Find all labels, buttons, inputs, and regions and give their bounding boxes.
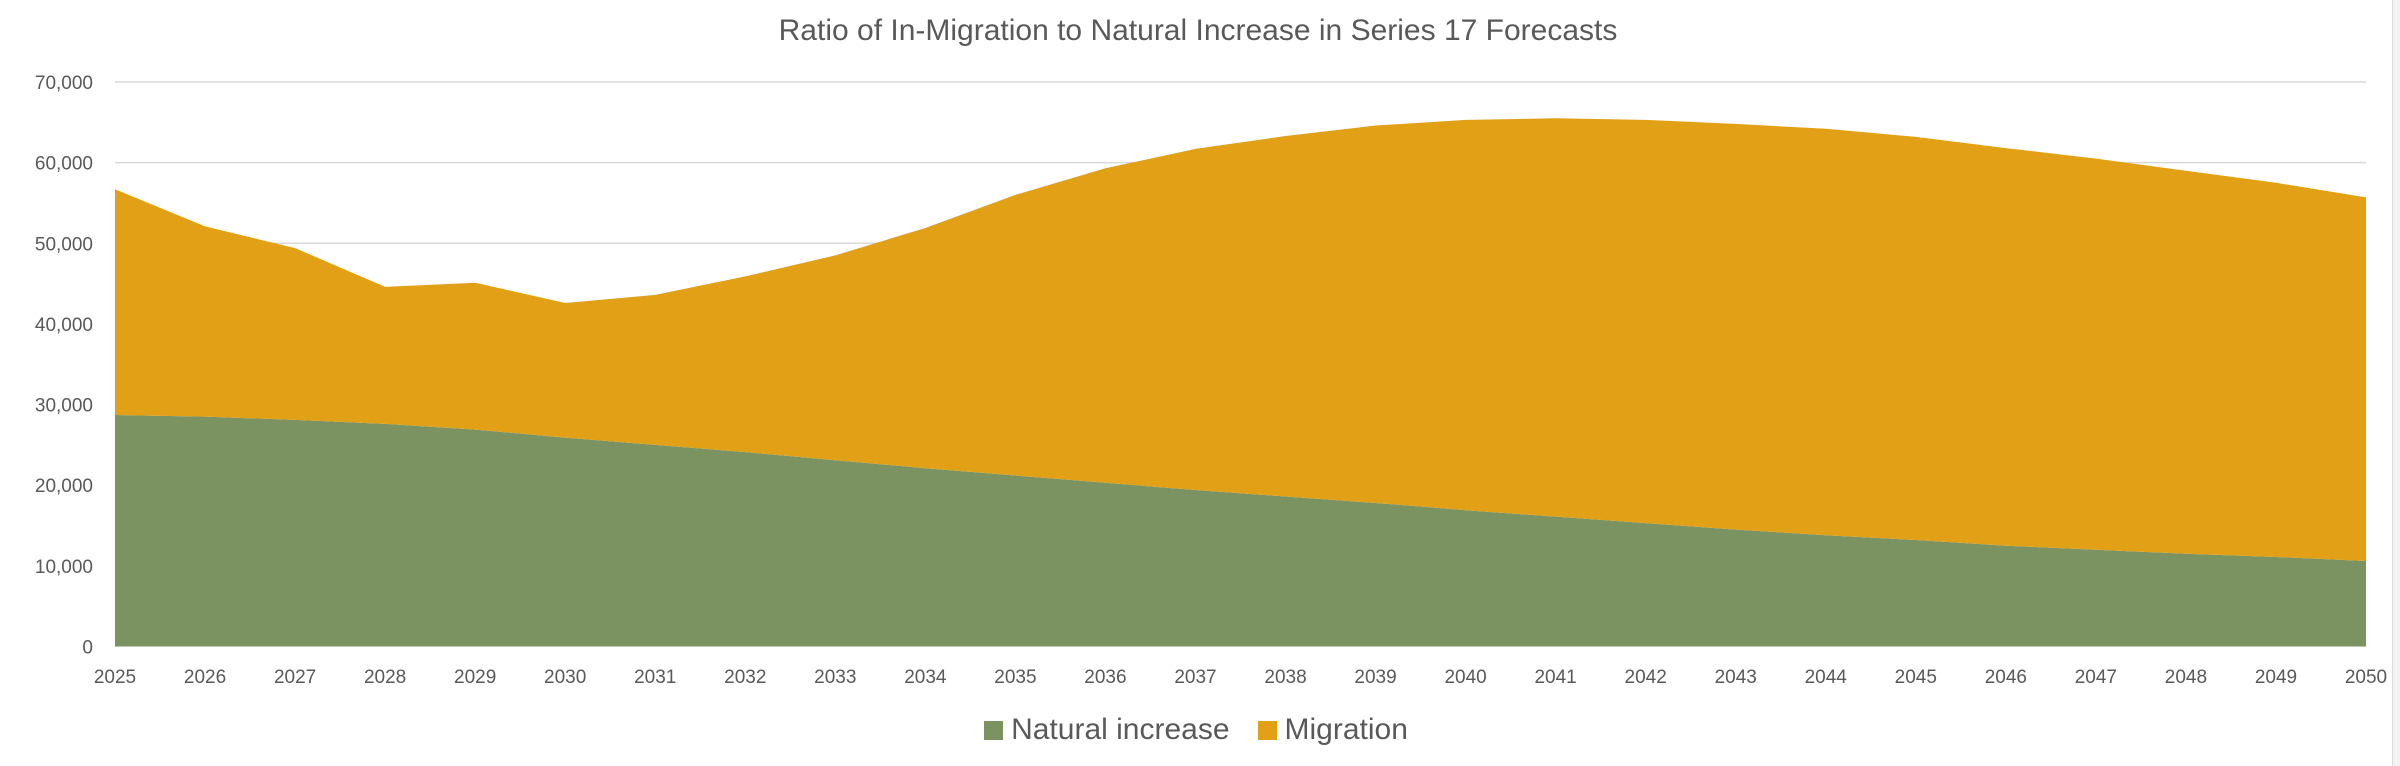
x-tick-label: 2039	[1354, 667, 1396, 688]
area-migration	[115, 118, 2366, 562]
x-tick-label: 2027	[274, 667, 316, 688]
legend-swatch-natural-increase	[984, 720, 1004, 740]
areas	[115, 118, 2366, 647]
x-tick-label: 2046	[1985, 667, 2027, 688]
x-tick-label: 2035	[994, 667, 1036, 688]
y-tick-label: 70,000	[35, 73, 93, 94]
x-tick-label: 2044	[1805, 667, 1848, 688]
y-axis-ticks: 0 10,000 20,000 30,000 40,000 50,000 60,000 70,…	[35, 73, 93, 659]
y-tick-label: 0	[82, 638, 93, 659]
x-tick-label: 2032	[724, 667, 766, 688]
area-natural-increase	[115, 415, 2366, 647]
x-tick-label: 2049	[2255, 667, 2297, 688]
legend: Natural increase Migration	[0, 713, 2392, 747]
x-tick-label: 2048	[2165, 667, 2207, 688]
x-tick-label: 2034	[904, 667, 947, 688]
x-tick-label: 2042	[1625, 667, 1667, 688]
x-tick-label: 2038	[1264, 667, 1306, 688]
x-tick-label: 2031	[634, 667, 676, 688]
legend-item-natural-increase: Natural increase	[984, 713, 1230, 747]
x-axis-ticks: 2025 2026 2027 2028 2029 2030 2031 2032 2033 2034…	[94, 667, 2387, 688]
x-tick-label: 2043	[1715, 667, 1757, 688]
legend-swatch-migration	[1257, 720, 1277, 740]
x-tick-label: 2036	[1084, 667, 1126, 688]
y-tick-label: 20,000	[35, 476, 93, 497]
x-tick-label: 2041	[1534, 667, 1576, 688]
y-tick-label: 60,000	[35, 154, 93, 175]
legend-label-natural-increase: Natural increase	[1011, 713, 1230, 746]
y-tick-label: 50,000	[35, 234, 93, 255]
x-tick-label: 2033	[814, 667, 856, 688]
x-tick-label: 2030	[544, 667, 586, 688]
y-tick-label: 10,000	[35, 557, 93, 578]
x-tick-label: 2029	[454, 667, 496, 688]
y-tick-label: 40,000	[35, 315, 93, 336]
legend-item-migration: Migration	[1257, 713, 1408, 747]
x-tick-label: 2025	[94, 667, 136, 688]
x-tick-label: 2050	[2345, 667, 2387, 688]
legend-label-migration: Migration	[1284, 713, 1408, 746]
x-tick-label: 2028	[364, 667, 406, 688]
x-tick-label: 2037	[1174, 667, 1216, 688]
x-tick-label: 2026	[184, 667, 226, 688]
x-tick-label: 2040	[1444, 667, 1486, 688]
window-edge	[2392, 0, 2400, 766]
x-tick-label: 2047	[2075, 667, 2117, 688]
chart-title: Ratio of In-Migration to Natural Increas…	[779, 14, 1618, 47]
x-tick-label: 2045	[1895, 667, 1937, 688]
y-tick-label: 30,000	[35, 396, 93, 417]
